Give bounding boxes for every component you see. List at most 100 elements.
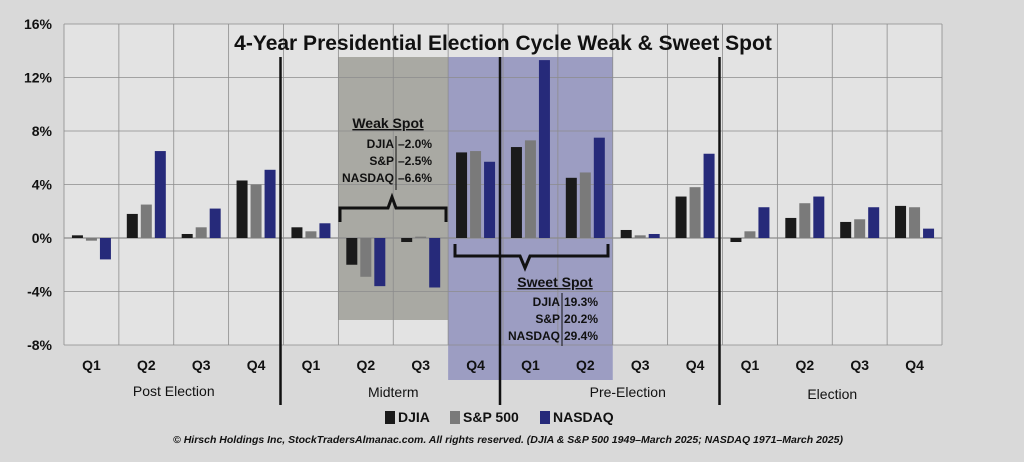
x-tick-label: Q1 — [741, 357, 760, 373]
bar-s-p-500 — [305, 231, 317, 238]
bar-s-p-500 — [360, 238, 372, 277]
bar-nasdaq — [813, 196, 825, 238]
bar-s-p-500 — [250, 184, 262, 238]
bar-s-p-500 — [415, 236, 427, 238]
legend-label: S&P 500 — [463, 409, 519, 425]
bar-s-p-500 — [579, 172, 591, 238]
bar-s-p-500 — [744, 231, 756, 238]
sweet-spot-row-label: S&P — [535, 312, 560, 326]
chart-title: 4-Year Presidential Election Cycle Weak … — [234, 32, 772, 55]
x-tick-label: Q4 — [686, 357, 705, 373]
bar-nasdaq — [209, 208, 221, 238]
bar-djia — [236, 180, 248, 238]
group-label: Election — [807, 386, 857, 402]
bar-s-p-500 — [524, 140, 536, 238]
bar-djia — [71, 235, 83, 238]
bar-nasdaq — [703, 153, 715, 238]
legend-label: NASDAQ — [553, 409, 614, 425]
bar-djia — [840, 221, 852, 238]
y-tick-label: -8% — [27, 337, 52, 353]
y-tick-label: 16% — [24, 16, 53, 32]
x-tick-label: Q2 — [137, 357, 156, 373]
x-tick-label: Q1 — [302, 357, 321, 373]
bar-djia — [620, 229, 632, 238]
weak-spot-row-label: S&P — [369, 154, 394, 168]
weak-spot-row-label: DJIA — [367, 137, 395, 151]
sweet-spot-row-value: 19.3% — [564, 295, 598, 309]
bar-nasdaq — [374, 238, 386, 287]
bar-nasdaq — [264, 169, 276, 238]
group-label: Pre-Election — [590, 384, 666, 400]
bar-djia — [510, 147, 522, 238]
bar-nasdaq — [319, 223, 331, 238]
x-tick-label: Q3 — [850, 357, 869, 373]
bar-nasdaq — [538, 60, 550, 238]
legend-swatch — [385, 411, 395, 424]
bar-nasdaq — [758, 207, 770, 238]
sweet-spot-title: Sweet Spot — [517, 274, 593, 290]
group-label: Midterm — [368, 384, 419, 400]
bar-nasdaq — [923, 228, 935, 238]
weak-spot-brace — [338, 192, 448, 222]
bar-nasdaq — [99, 238, 111, 260]
y-tick-label: -4% — [27, 284, 52, 300]
bar-djia — [785, 217, 797, 238]
bar-s-p-500 — [634, 235, 646, 238]
bar-s-p-500 — [140, 204, 152, 238]
bar-s-p-500 — [689, 187, 701, 238]
bar-djia — [401, 238, 413, 243]
bar-s-p-500 — [470, 151, 482, 238]
bar-djia — [456, 152, 468, 238]
bar-djia — [565, 177, 577, 238]
x-tick-label: Q3 — [631, 357, 650, 373]
x-tick-label: Q1 — [82, 357, 101, 373]
x-tick-label: Q3 — [411, 357, 430, 373]
legend-swatch — [450, 411, 460, 424]
x-tick-label: Q1 — [521, 357, 540, 373]
copyright-footer: © Hirsch Holdings Inc, StockTradersAlman… — [173, 434, 843, 446]
bar-s-p-500 — [85, 238, 97, 241]
bar-nasdaq — [648, 233, 660, 238]
y-tick-label: 12% — [24, 70, 53, 86]
bar-djia — [895, 205, 907, 238]
sweet-spot-row-value: 29.4% — [564, 329, 598, 343]
sweet-spot-row-label: NASDAQ — [508, 329, 560, 343]
bar-s-p-500 — [909, 207, 921, 238]
x-tick-label: Q2 — [356, 357, 375, 373]
x-tick-label: Q2 — [576, 357, 595, 373]
bar-s-p-500 — [799, 203, 811, 238]
bar-nasdaq — [593, 137, 605, 238]
bar-djia — [291, 227, 303, 238]
bar-nasdaq — [429, 238, 441, 288]
weak-spot-row-value: –6.6% — [398, 171, 432, 185]
y-tick-label: 4% — [32, 177, 53, 193]
sweet-spot-brace — [453, 244, 610, 272]
x-tick-label: Q4 — [247, 357, 266, 373]
weak-spot-title: Weak Spot — [352, 115, 424, 131]
sweet-spot-row-label: DJIA — [533, 295, 561, 309]
bar-nasdaq — [154, 151, 166, 238]
bar-djia — [181, 233, 193, 238]
bar-djia — [730, 238, 742, 243]
bar-s-p-500 — [854, 219, 866, 238]
bar-djia — [126, 213, 138, 238]
bar-djia — [675, 196, 687, 238]
x-tick-label: Q4 — [905, 357, 924, 373]
group-label: Post Election — [133, 383, 215, 399]
y-tick-label: 8% — [32, 123, 53, 139]
bar-djia — [346, 238, 358, 265]
x-tick-label: Q4 — [466, 357, 485, 373]
sweet-spot-row-value: 20.2% — [564, 312, 598, 326]
weak-spot-row-value: –2.5% — [398, 154, 432, 168]
legend-label: DJIA — [398, 409, 430, 425]
x-tick-label: Q2 — [795, 357, 814, 373]
bar-s-p-500 — [195, 227, 207, 238]
y-tick-label: 0% — [32, 230, 53, 246]
x-tick-label: Q3 — [192, 357, 211, 373]
bar-nasdaq — [868, 207, 880, 238]
bar-nasdaq — [484, 161, 496, 238]
weak-spot-row-value: –2.0% — [398, 137, 432, 151]
legend-swatch — [540, 411, 550, 424]
weak-spot-row-label: NASDAQ — [342, 171, 394, 185]
